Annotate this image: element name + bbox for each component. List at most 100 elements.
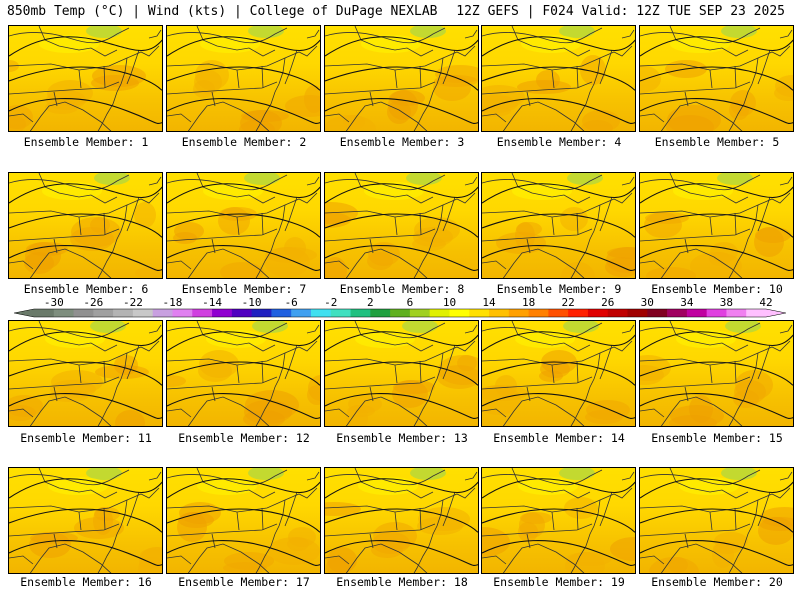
colorbar-swatch — [686, 309, 708, 317]
ensemble-member-map — [481, 320, 636, 427]
colorbar-swatch — [726, 309, 747, 317]
colorbar-outline — [14, 308, 786, 318]
colorbar-swatch — [231, 309, 253, 317]
ensemble-member-map — [324, 172, 479, 279]
colorbar-swatch — [469, 309, 490, 317]
ensemble-member-label: Ensemble Member: 2 — [181, 135, 307, 149]
ensemble-member-map — [166, 320, 321, 427]
colorbar-swatch — [172, 309, 193, 317]
colorbar-swatch — [528, 309, 549, 317]
colorbar-tick-label: 18 — [521, 296, 536, 309]
map-title: 850mb Temp (°C) | Wind (kts) | College o… — [7, 4, 438, 19]
ensemble-member-label: Ensemble Member: 9 — [496, 282, 622, 296]
colorbar-swatch — [647, 309, 668, 317]
colorbar-swatch — [192, 309, 213, 317]
colorbar-swatch — [489, 309, 510, 317]
ensemble-member-map — [481, 25, 636, 132]
colorbar-swatch — [667, 309, 688, 317]
ensemble-member-map — [639, 467, 794, 574]
colorbar-swatch — [330, 309, 352, 317]
colorbar-tick-label: -22 — [122, 296, 143, 309]
colorbar-tick-label: 34 — [680, 296, 694, 309]
colorbar-tick-label: 42 — [759, 296, 773, 309]
colorbar-tick-label: 6 — [406, 296, 414, 309]
temperature-colorbar — [14, 308, 786, 318]
colorbar-tick-label: 30 — [640, 296, 654, 309]
ensemble-member-map — [481, 172, 636, 279]
colorbar-swatch — [93, 309, 114, 317]
colorbar-swatch — [390, 309, 411, 317]
colorbar-swatch — [34, 309, 55, 317]
ensemble-member-label: Ensemble Member: 8 — [339, 282, 465, 296]
colorbar-swatch — [429, 309, 450, 317]
colorbar-swatch — [548, 309, 569, 317]
ensemble-member-label: Ensemble Member: 20 — [651, 575, 783, 589]
colorbar-swatch — [212, 309, 233, 317]
ensemble-member-label: Ensemble Member: 17 — [178, 575, 310, 589]
ensemble-member-label: Ensemble Member: 6 — [23, 282, 149, 296]
ensemble-member-map — [166, 172, 321, 279]
colorbar-swatch — [113, 309, 134, 317]
ensemble-member-label: Ensemble Member: 16 — [20, 575, 152, 589]
ensemble-member-label: Ensemble Member: 7 — [181, 282, 307, 296]
ensemble-member-label: Ensemble Member: 5 — [654, 135, 780, 149]
colorbar-tick-label: 26 — [601, 296, 615, 309]
colorbar-swatch — [370, 309, 391, 317]
ensemble-member-map — [8, 172, 163, 279]
colorbar-swatch — [627, 309, 648, 317]
ensemble-member-label: Ensemble Member: 18 — [336, 575, 468, 589]
ensemble-member-map — [324, 320, 479, 427]
ensemble-member-label: Ensemble Member: 4 — [496, 135, 622, 149]
colorbar-tick-label: -26 — [83, 296, 104, 309]
ensemble-member-map — [166, 25, 321, 132]
colorbar-swatch — [53, 309, 75, 317]
ensemble-member-map — [166, 467, 321, 574]
colorbar-tick-label: -10 — [241, 296, 262, 309]
ensemble-member-map — [324, 25, 479, 132]
colorbar-tick-label: -14 — [202, 296, 222, 309]
colorbar-tick-label: 14 — [482, 296, 496, 309]
colorbar-tick-label: 38 — [719, 296, 734, 309]
run-valid-time: 12Z GEFS | F024 Valid: 12Z TUE SEP 23 20… — [456, 4, 785, 19]
colorbar-tick-label: -6 — [284, 296, 298, 309]
ensemble-member-label: Ensemble Member: 15 — [651, 431, 783, 445]
colorbar-high-arrow — [766, 309, 786, 317]
ensemble-member-label: Ensemble Member: 1 — [23, 135, 149, 149]
ensemble-member-map — [8, 25, 163, 132]
ensemble-member-map — [8, 467, 163, 574]
ensemble-member-map — [639, 172, 794, 279]
colorbar-tick-label: -2 — [324, 296, 338, 309]
colorbar-swatch — [706, 309, 727, 317]
colorbar-swatch — [310, 309, 332, 317]
ensemble-member-map — [324, 467, 479, 574]
colorbar-tick-label: -18 — [162, 296, 183, 309]
colorbar-swatch — [746, 309, 767, 317]
colorbar-tick-label: -30 — [43, 296, 64, 309]
colorbar-swatch — [73, 309, 94, 317]
colorbar-swatch — [568, 309, 589, 317]
colorbar-swatch — [251, 309, 272, 317]
ensemble-member-label: Ensemble Member: 14 — [493, 431, 625, 445]
ensemble-member-label: Ensemble Member: 19 — [493, 575, 625, 589]
ensemble-member-map — [8, 320, 163, 427]
ensemble-member-label: Ensemble Member: 13 — [336, 431, 468, 445]
colorbar-tick-label: 22 — [561, 296, 575, 309]
colorbar-tick-label: 10 — [442, 296, 457, 309]
ensemble-member-label: Ensemble Member: 12 — [178, 431, 310, 445]
ensemble-member-label: Ensemble Member: 11 — [20, 431, 152, 445]
colorbar-swatch — [291, 309, 312, 317]
colorbar-swatch — [449, 309, 470, 317]
ensemble-member-label: Ensemble Member: 3 — [339, 135, 465, 149]
ensemble-member-map — [481, 467, 636, 574]
ensemble-member-label: Ensemble Member: 10 — [651, 282, 783, 296]
colorbar-swatch — [607, 309, 629, 317]
colorbar-swatch — [409, 309, 431, 317]
colorbar-tick-label: 2 — [367, 296, 374, 309]
colorbar-low-arrow — [14, 309, 34, 317]
colorbar-swatch — [152, 309, 173, 317]
colorbar-swatch — [587, 309, 609, 317]
colorbar-swatch — [350, 309, 371, 317]
ensemble-member-map — [639, 25, 794, 132]
colorbar-swatch — [132, 309, 154, 317]
colorbar-swatch — [271, 309, 292, 317]
